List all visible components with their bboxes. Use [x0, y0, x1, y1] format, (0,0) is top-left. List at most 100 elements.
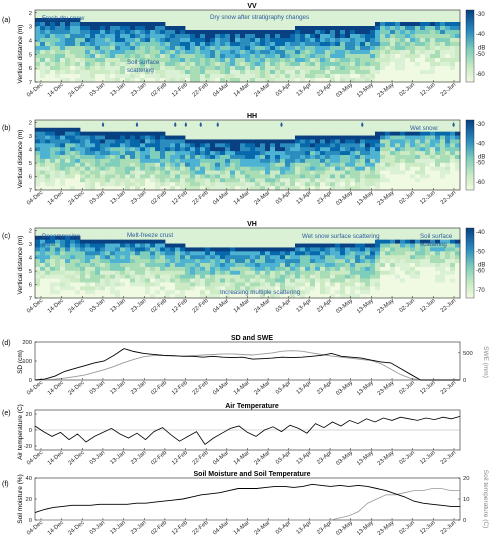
heatmap-cell [160, 178, 166, 183]
heatmap-cell [130, 162, 136, 168]
heatmap-cell [50, 255, 56, 260]
heatmap-cell [100, 263, 106, 268]
heatmap-cell [450, 162, 456, 168]
heatmap-cell [200, 255, 206, 260]
heatmap-cell [395, 166, 401, 171]
heatmap-cell [355, 158, 361, 164]
heatmap-cell [150, 26, 156, 31]
heatmap-cell [325, 182, 331, 187]
heatmap-cell [65, 274, 71, 279]
heatmap-cell [85, 266, 91, 272]
heatmap-cell [400, 278, 406, 283]
heatmap-cell [95, 131, 101, 136]
heatmap-cell [120, 286, 126, 291]
heatmap-cell [305, 135, 311, 140]
heatmap-cell [330, 74, 336, 79]
heatmap-cell [305, 247, 311, 252]
heatmap-cell [230, 186, 236, 191]
heatmap-cell [40, 255, 46, 260]
heatmap-cell [150, 147, 156, 152]
heatmap-cell [110, 186, 116, 191]
heatmap-cell [340, 166, 346, 171]
heatmap-cell [170, 282, 176, 287]
heatmap-cell [375, 178, 381, 183]
heatmap-cell [235, 182, 241, 187]
heatmap-cell [450, 30, 456, 35]
heatmap-cell [165, 251, 171, 256]
heatmap-cell [325, 178, 331, 183]
heatmap-cell [425, 143, 431, 148]
heatmap-cell [70, 34, 76, 39]
heatmap-cell [150, 135, 156, 140]
heatmap-cell [155, 243, 161, 248]
heatmap-cell [105, 274, 111, 279]
heatmap-cell [405, 147, 411, 152]
x-tick-label: 13-Apr [296, 520, 313, 536]
heatmap-cell [60, 34, 66, 39]
heatmap-cell [325, 251, 331, 256]
heatmap-cell [100, 30, 106, 35]
heatmap-cell [345, 30, 351, 35]
heatmap-cell [430, 151, 436, 156]
heatmap-cell [145, 162, 151, 168]
heatmap-cell [240, 247, 246, 252]
heatmap-cell [150, 162, 156, 168]
heatmap-cell [410, 266, 416, 272]
panel-title-vv: VV [247, 3, 257, 10]
heatmap-cell [190, 274, 196, 279]
heatmap-cell [150, 255, 156, 260]
heatmap-cell [345, 266, 351, 272]
heatmap-cell [340, 139, 346, 144]
heatmap-cell [200, 278, 206, 283]
heatmap-cell [125, 182, 131, 187]
heatmap-cell [40, 139, 46, 144]
heatmap-cell [150, 58, 156, 63]
heatmap-cell [100, 147, 106, 152]
heatmap-cell [285, 182, 291, 187]
heatmap-cell [280, 270, 286, 276]
heatmap-cell [205, 34, 211, 39]
heatmap-cell [455, 278, 461, 283]
heatmap-cell [395, 46, 401, 51]
heatmap-cell [85, 290, 91, 295]
heatmap-cell [425, 74, 431, 79]
heatmap-cell [240, 174, 246, 179]
x-tick-label: 24-Dec [67, 450, 85, 467]
heatmap-cell [370, 139, 376, 144]
heatmap-cell [80, 158, 86, 164]
heatmap-cell [360, 166, 366, 171]
heatmap-cell [435, 266, 441, 272]
heatmap-cell [440, 251, 446, 256]
heatmap-cell [170, 182, 176, 187]
heatmap-cell [85, 46, 91, 51]
heatmap-cell [300, 42, 306, 47]
heatmap-cell [300, 38, 306, 43]
heatmap-cell [455, 22, 461, 27]
heatmap-cell [70, 274, 76, 279]
droplet-icon [135, 122, 139, 127]
heatmap-cell [130, 66, 136, 71]
heatmap-cell [415, 294, 421, 299]
heatmap-cell [285, 143, 291, 148]
heatmap-cell [180, 139, 186, 144]
heatmap-cell [180, 270, 186, 276]
heatmap-cell [395, 151, 401, 156]
heatmap-cell [215, 186, 221, 191]
heatmap-cell [170, 58, 176, 63]
heatmap-cell [225, 143, 231, 148]
heatmap-cell [90, 286, 96, 291]
heatmap-cell [175, 70, 181, 75]
heatmap-cell [65, 266, 71, 272]
heatmap-cell [195, 247, 201, 252]
heatmap-cell [190, 78, 196, 83]
heatmap-cell [425, 278, 431, 283]
heatmap-cell [120, 282, 126, 287]
heatmap-cell [320, 143, 326, 148]
heatmap-cell [245, 30, 251, 35]
heatmap-cell [125, 158, 131, 164]
heatmap-cell [225, 170, 231, 175]
heatmap-cell [405, 74, 411, 79]
heatmap-cell [345, 70, 351, 75]
heatmap-cell [120, 239, 126, 244]
heatmap-cell [230, 143, 236, 148]
